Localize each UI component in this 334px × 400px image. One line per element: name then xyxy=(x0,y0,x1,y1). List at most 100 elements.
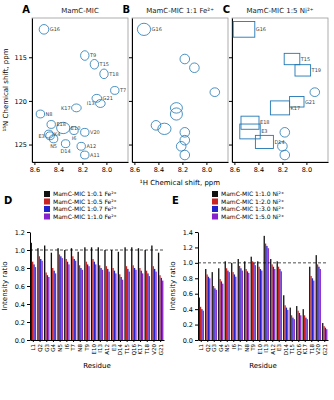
bar xyxy=(108,272,109,340)
bar xyxy=(253,263,254,340)
bar xyxy=(286,308,287,340)
tick-mark xyxy=(229,101,232,102)
bar xyxy=(100,268,101,340)
axis: 8.68.48.28.0 xyxy=(230,162,329,174)
bar xyxy=(212,272,213,340)
tick: A12 xyxy=(270,340,276,355)
panel: 0.00.20.40.60.81.01.2L1Q2G3G4N5I6T7N8T9E… xyxy=(1,190,165,370)
tick: T7 xyxy=(237,340,243,352)
bar xyxy=(258,267,259,340)
bar xyxy=(104,250,105,340)
peak-label: T18 xyxy=(108,71,118,77)
bar xyxy=(312,278,313,340)
bar xyxy=(106,266,107,340)
tick-mark xyxy=(258,162,259,165)
tick-label: T7 xyxy=(237,343,243,351)
tick-mark xyxy=(40,340,41,342)
tick-mark xyxy=(214,340,215,342)
tick-label: 0.0 xyxy=(15,337,25,345)
bar xyxy=(102,270,103,340)
bar xyxy=(317,264,318,340)
tick-label: 0.8 xyxy=(15,265,25,273)
bar xyxy=(305,318,306,340)
bar xyxy=(242,271,243,340)
peak-label: I6 xyxy=(72,135,77,141)
bar xyxy=(261,271,262,340)
peak-ellipse xyxy=(180,150,190,160)
peak-square xyxy=(233,21,255,37)
tick: 0.6 xyxy=(15,283,30,291)
tick-label: 8.4 xyxy=(54,166,64,174)
tick-mark xyxy=(306,162,307,165)
tick-mark xyxy=(27,304,30,305)
bar xyxy=(107,269,108,340)
tick-mark xyxy=(120,340,121,342)
bar xyxy=(91,247,92,340)
tick: 8.4 xyxy=(54,162,64,174)
bar xyxy=(86,262,87,340)
tick: 8.6 xyxy=(230,162,240,174)
bar xyxy=(64,250,65,340)
tick-mark xyxy=(133,340,134,342)
legend-label: MamC-MIC 1:2.0 Ni²⁺ xyxy=(221,198,284,205)
bar xyxy=(291,315,292,340)
tick-mark xyxy=(240,340,241,342)
tick: 1.0 xyxy=(183,259,198,267)
tick-mark xyxy=(93,340,94,342)
tick: E3 xyxy=(111,340,117,351)
bar xyxy=(290,308,291,340)
peak-label: A11 xyxy=(90,152,100,158)
tick: 0.6 xyxy=(183,290,198,298)
peak-ellipse xyxy=(190,63,200,73)
tick-label: I6 xyxy=(64,344,70,350)
tick-mark xyxy=(259,340,260,342)
bar xyxy=(283,295,284,340)
bar xyxy=(139,268,140,340)
legend-swatch xyxy=(212,214,218,220)
tick-label: T18 xyxy=(144,344,150,356)
tick-label: 1.0 xyxy=(15,247,25,255)
plot-frame xyxy=(32,18,128,162)
bar xyxy=(322,323,323,340)
tick-mark xyxy=(27,268,30,269)
tick-mark xyxy=(33,340,34,342)
legend-swatch xyxy=(44,199,50,205)
tick-mark xyxy=(272,340,273,342)
axis-line xyxy=(33,162,129,163)
bar xyxy=(266,246,267,340)
tick-mark xyxy=(195,340,198,341)
panel: 0.00.20.40.60.81.01.21.4L1Q2G3G4N5I6T7N8… xyxy=(169,190,329,370)
peak-label: E10 xyxy=(71,125,81,131)
tick-label: Q2 xyxy=(37,344,43,352)
tick-mark xyxy=(305,340,306,342)
legend-item: MamC-MIC 1:2.0 Ni²⁺ xyxy=(212,198,284,205)
legend-swatch xyxy=(44,191,50,197)
tick: 8.2 xyxy=(178,162,188,174)
tick: 0.8 xyxy=(15,265,30,273)
peak-label: E18 xyxy=(260,119,270,125)
tick-mark xyxy=(182,162,183,165)
bar xyxy=(78,252,79,340)
tick: 0.0 xyxy=(183,337,198,345)
bar xyxy=(313,281,314,340)
bar xyxy=(120,277,121,340)
tick: E10 xyxy=(91,340,97,354)
tick: 1.4 xyxy=(183,229,198,237)
bar xyxy=(87,264,88,340)
tick: Q2 xyxy=(37,340,43,352)
bar xyxy=(119,274,120,340)
tick: Q2 xyxy=(205,340,211,352)
tick: I6 xyxy=(231,340,237,349)
axis-line xyxy=(30,233,31,341)
bar-series xyxy=(201,246,326,340)
legend-item: MamC-MIC 1:0.7 Fe²⁺ xyxy=(44,205,117,212)
tick-label: 8.2 xyxy=(278,166,288,174)
tick: T9 xyxy=(250,340,256,352)
peak-label: E3 xyxy=(261,128,267,134)
legend-swatch xyxy=(44,214,50,220)
bar xyxy=(235,277,236,340)
tick-mark xyxy=(147,340,148,342)
legend-item: MamC-MIC 1:0.1 Fe²⁺ xyxy=(44,190,117,197)
peak-label: G21 xyxy=(103,95,113,101)
peak-label: T15 xyxy=(300,56,310,62)
